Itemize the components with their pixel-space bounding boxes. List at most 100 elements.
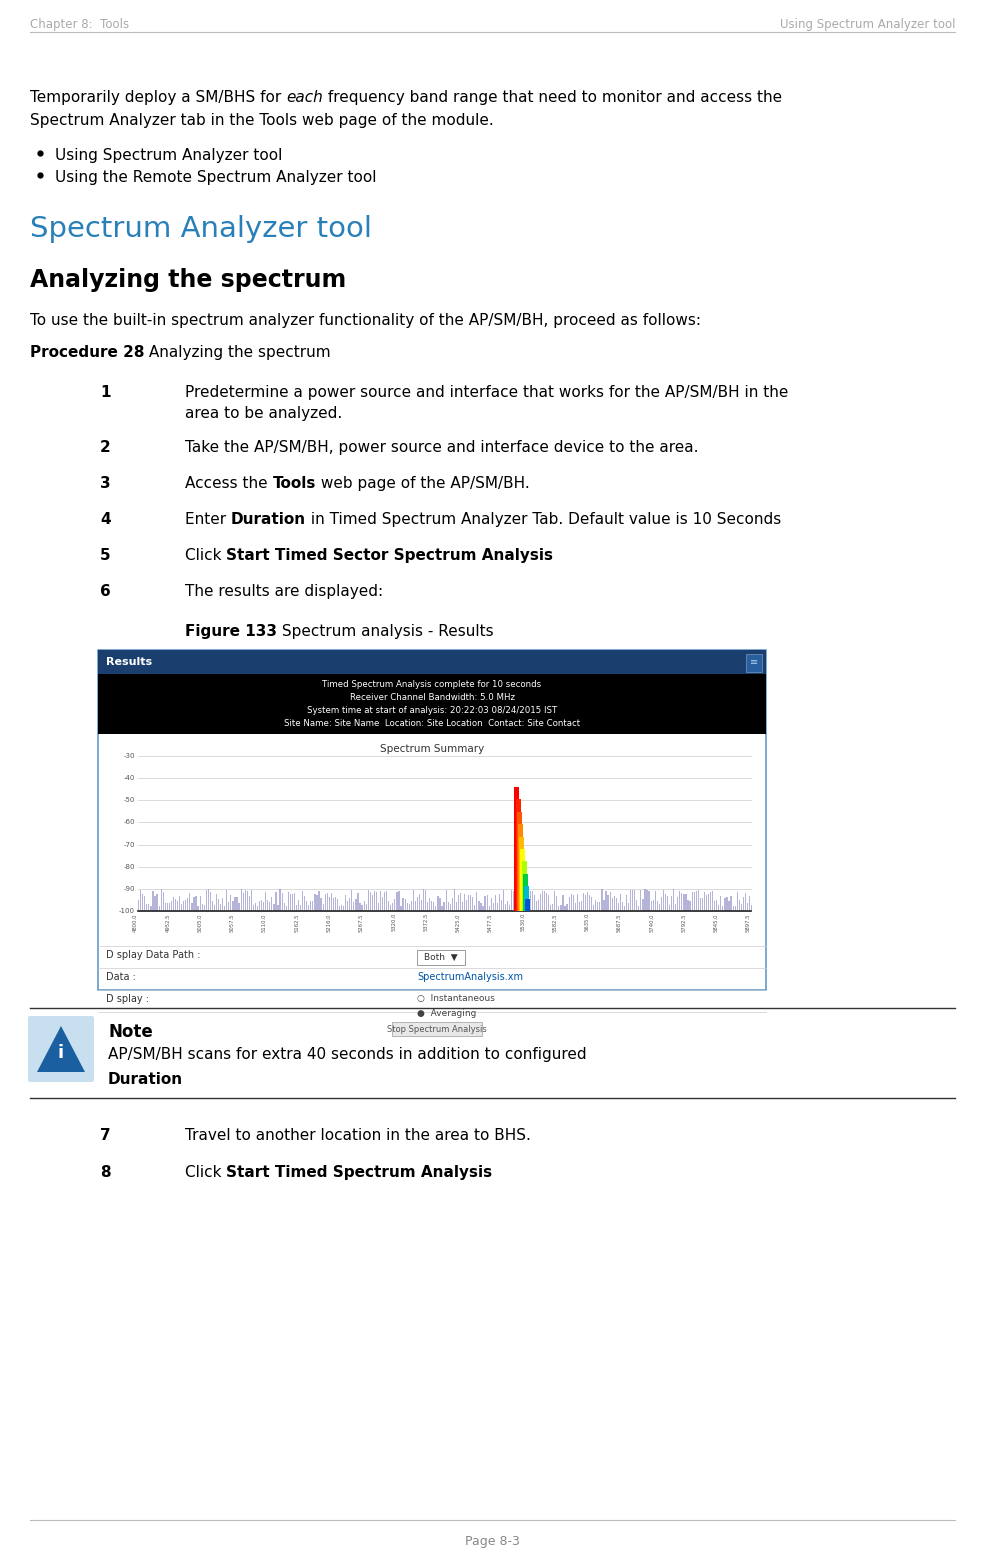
Text: Page 8-3: Page 8-3 — [465, 1536, 520, 1548]
Bar — [722, 906, 724, 910]
Bar — [417, 898, 418, 910]
Bar — [181, 904, 182, 910]
Text: Travel to another location in the area to BHS.: Travel to another location in the area t… — [185, 1128, 531, 1144]
Bar — [441, 906, 442, 910]
Bar — [667, 896, 668, 910]
Bar — [269, 901, 271, 910]
Bar — [415, 901, 416, 910]
Bar — [501, 899, 502, 910]
Bar — [356, 899, 357, 910]
Bar — [513, 892, 514, 910]
Bar — [335, 898, 336, 910]
Bar — [474, 906, 476, 910]
Bar — [302, 892, 303, 910]
Text: 1: 1 — [100, 384, 110, 400]
Bar — [485, 896, 486, 910]
Bar — [318, 892, 319, 910]
Bar — [413, 890, 414, 910]
Bar — [503, 890, 504, 910]
Text: -70: -70 — [123, 842, 135, 848]
Bar — [251, 890, 252, 910]
Bar — [597, 902, 599, 910]
Text: area to be analyzed.: area to be analyzed. — [185, 406, 342, 422]
Bar — [718, 906, 719, 910]
Bar — [433, 901, 434, 910]
Bar — [361, 906, 362, 910]
Bar — [517, 895, 518, 910]
Bar — [630, 890, 631, 910]
Bar — [261, 899, 262, 910]
Bar — [265, 892, 266, 910]
Bar — [314, 893, 315, 910]
Bar — [671, 896, 672, 910]
Text: Using Spectrum Analyzer tool: Using Spectrum Analyzer tool — [779, 19, 955, 31]
Text: frequency band range that need to monitor and access the: frequency band range that need to monito… — [323, 90, 782, 104]
Bar — [481, 904, 482, 910]
Bar — [472, 898, 474, 910]
Bar — [431, 901, 432, 910]
Bar — [177, 901, 178, 910]
Bar — [521, 896, 523, 910]
Bar — [445, 890, 447, 910]
Bar — [519, 837, 524, 910]
Bar — [286, 907, 287, 910]
Bar — [349, 898, 351, 910]
Bar — [716, 899, 717, 910]
Text: 5: 5 — [100, 548, 110, 563]
Bar — [172, 898, 174, 910]
Bar — [343, 906, 344, 910]
Text: Spectrum Analyzer tool: Spectrum Analyzer tool — [30, 215, 372, 243]
Bar — [439, 898, 440, 910]
Bar — [278, 906, 279, 910]
Bar — [234, 898, 235, 910]
Text: Spectrum Analyzer tab in the Tools web page of the module.: Spectrum Analyzer tab in the Tools web p… — [30, 114, 493, 128]
Bar — [655, 892, 656, 910]
Text: ○  Instantaneous: ○ Instantaneous — [417, 994, 494, 1004]
Bar — [390, 904, 391, 910]
Bar — [449, 904, 451, 910]
Bar — [159, 906, 160, 910]
Bar — [579, 902, 580, 910]
Bar — [657, 901, 658, 910]
Bar — [144, 896, 146, 910]
Bar — [624, 906, 625, 910]
Bar — [282, 893, 283, 910]
Bar — [163, 892, 164, 910]
Bar — [733, 906, 734, 910]
Text: i: i — [58, 1044, 64, 1063]
Bar — [227, 890, 228, 910]
Text: Both  ▼: Both ▼ — [425, 952, 458, 962]
Text: Analyzing the spectrum: Analyzing the spectrum — [145, 345, 331, 359]
Bar — [238, 904, 239, 910]
Bar — [168, 904, 170, 910]
Bar — [151, 906, 152, 910]
Text: Receiver Channel Bandwidth: 5.0 MHz: Receiver Channel Bandwidth: 5.0 MHz — [350, 692, 514, 702]
Bar — [644, 890, 645, 910]
FancyBboxPatch shape — [98, 650, 766, 990]
Text: Figure 133: Figure 133 — [185, 624, 277, 640]
Text: 5110.0: 5110.0 — [262, 913, 267, 932]
Text: 5845.0: 5845.0 — [714, 913, 719, 932]
Text: ≡: ≡ — [750, 657, 758, 668]
Bar — [225, 906, 226, 910]
Bar — [618, 902, 619, 910]
Text: Data :: Data : — [106, 972, 136, 982]
Bar — [138, 899, 139, 910]
Bar — [276, 892, 277, 910]
Bar — [665, 895, 666, 910]
Bar — [659, 904, 660, 910]
Bar — [507, 901, 508, 910]
Bar — [464, 893, 465, 910]
Text: SpectrumAnalysis.xm: SpectrumAnalysis.xm — [417, 972, 523, 982]
Bar — [523, 874, 528, 910]
FancyBboxPatch shape — [392, 1022, 482, 1036]
Text: 8: 8 — [100, 1165, 110, 1179]
Bar — [622, 901, 624, 910]
Bar — [392, 902, 393, 910]
Bar — [724, 898, 726, 910]
Bar — [574, 902, 576, 910]
Text: Using the Remote Spectrum Analyzer tool: Using the Remote Spectrum Analyzer tool — [55, 170, 376, 185]
Bar — [248, 896, 250, 910]
Text: Spectrum Summary: Spectrum Summary — [380, 744, 484, 755]
Bar — [195, 896, 197, 910]
